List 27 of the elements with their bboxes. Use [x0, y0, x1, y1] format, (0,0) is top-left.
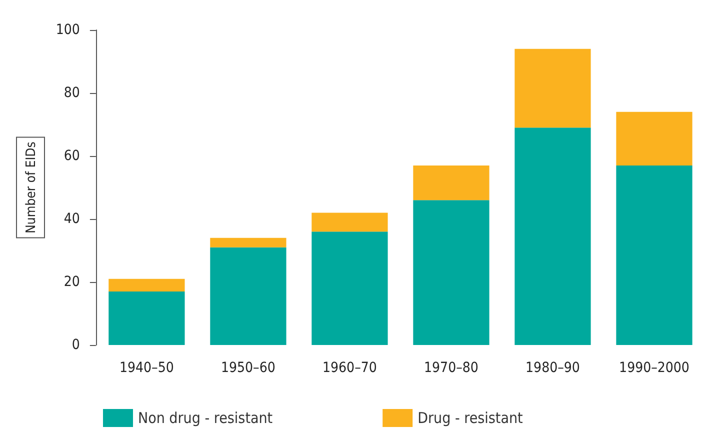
bar [514, 128, 591, 345]
bar [108, 291, 185, 345]
y-tick-label: 80 [64, 85, 80, 101]
x-tick-label: 1990–2000 [619, 360, 690, 376]
x-tick-label: 1980–90 [526, 360, 580, 376]
bar [210, 247, 286, 345]
bar [312, 232, 388, 345]
bar [616, 165, 692, 345]
y-tick-label: 60 [64, 148, 80, 164]
legend-label: Non drug - resistant [138, 409, 273, 427]
x-tick-label: 1970–80 [424, 360, 478, 376]
bar [312, 212, 388, 232]
bar [413, 165, 490, 200]
y-tick-label: 100 [56, 22, 80, 38]
x-tick-label: 1940–50 [120, 360, 174, 376]
bar [514, 48, 591, 128]
bar [413, 200, 490, 345]
bar [108, 278, 185, 292]
x-tick-label: 1950–60 [221, 360, 276, 376]
legend-label: Drug - resistant [418, 409, 523, 427]
y-tick-label: 20 [64, 274, 80, 290]
y-tick-label: 40 [64, 211, 80, 227]
bar [616, 112, 692, 166]
y-tick-label: 0 [72, 337, 80, 353]
x-tick-label: 1960–70 [322, 360, 377, 376]
bar [210, 238, 286, 248]
y-axis-title: Number of EIDs [24, 142, 39, 234]
